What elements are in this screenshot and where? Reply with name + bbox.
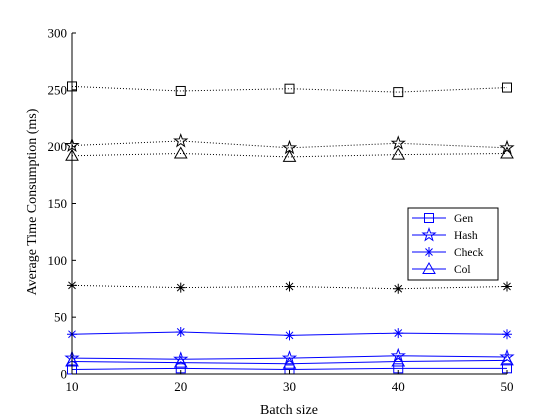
x-tick-label: 50: [501, 379, 514, 394]
data-point: [390, 347, 406, 363]
series-black-dotted-square: [67, 81, 512, 98]
data-point: [282, 356, 297, 369]
data-point: [393, 87, 404, 98]
legend-item: Gen: [412, 213, 473, 225]
data-point: [284, 83, 295, 94]
data-point: [173, 146, 188, 159]
legend-box: [407, 207, 499, 281]
data-point: [281, 350, 298, 365]
data-point: [500, 146, 514, 159]
legend-item: Hash: [412, 226, 478, 242]
data-point: [499, 348, 515, 364]
data-point: [173, 351, 189, 366]
legend-marker: [421, 226, 437, 242]
y-tick-label: 200: [48, 139, 68, 154]
legend: Gen Hash Check Col: [407, 207, 499, 281]
data-point: [173, 132, 189, 148]
data-point: [175, 326, 186, 337]
data-point: [393, 328, 404, 339]
data-point: [391, 147, 406, 160]
data-point: [502, 82, 512, 93]
data-point: [393, 283, 404, 294]
series-line: [71, 367, 507, 370]
legend-marker: [424, 247, 434, 257]
data-point: [390, 135, 406, 150]
data-point: [284, 281, 295, 292]
legend-label: Check: [454, 247, 484, 259]
series-layer: [64, 81, 515, 375]
series-line: [71, 85, 508, 93]
series-line: [71, 140, 508, 149]
series-line: [71, 359, 508, 365]
legend-marker: [422, 261, 436, 274]
legend-label: Hash: [454, 230, 478, 242]
data-point: [282, 149, 297, 162]
axes-layer: 10 20 30 40 50 0 50 100 150 200 250 300: [48, 26, 514, 395]
x-tick-label: 30: [283, 379, 296, 394]
y-axis-label: Average Time Consumption (ms): [25, 108, 40, 295]
data-point: [499, 139, 515, 155]
legend-label: Gen: [454, 213, 473, 225]
x-tick-label: 10: [66, 379, 79, 394]
legend-label: Col: [454, 264, 471, 276]
data-point: [391, 354, 406, 367]
x-tick-label: 40: [392, 379, 405, 394]
series-line: [71, 284, 508, 290]
series-blue-solid-triangle: [65, 353, 514, 369]
y-tick-label: 300: [48, 26, 68, 41]
y-tick-label: 150: [48, 196, 68, 211]
series-line: [71, 152, 508, 158]
x-axis-label: Batch size: [260, 403, 318, 418]
data-point: [502, 329, 512, 340]
y-tick-label: 250: [48, 82, 68, 97]
data-point: [175, 282, 186, 293]
y-tick-label: 50: [54, 310, 67, 325]
x-tick-label: 20: [174, 379, 187, 394]
y-tick-label: 100: [48, 253, 68, 268]
y-tick-label: 0: [61, 367, 68, 382]
data-point: [284, 330, 295, 341]
legend-item: Check: [412, 247, 484, 259]
series-black-dotted-asterisk: [67, 280, 512, 294]
data-point: [173, 355, 188, 368]
data-point: [500, 353, 514, 366]
legend-item: Col: [412, 261, 471, 276]
data-point: [502, 281, 512, 292]
data-point: [175, 85, 186, 96]
legend-marker: [424, 213, 434, 223]
